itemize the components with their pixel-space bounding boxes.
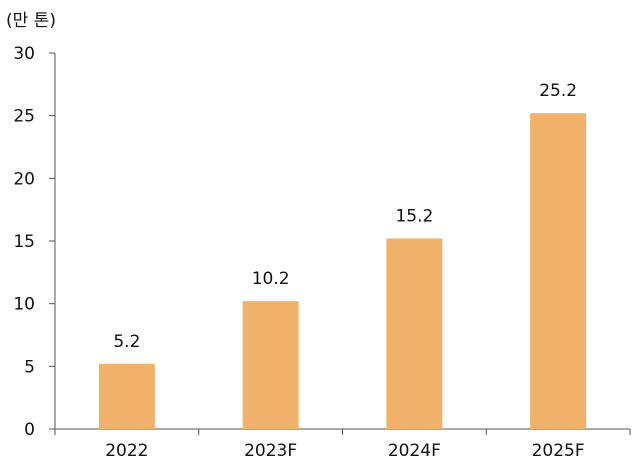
- bar-2024F: [386, 238, 443, 429]
- x-tick-label: 2024F: [388, 441, 441, 461]
- x-tick-label: 2025F: [532, 441, 585, 461]
- y-tick-label: 5: [24, 357, 35, 377]
- y-axis-unit-label: (만 톤): [6, 11, 56, 31]
- x-tick-label: 2023F: [244, 441, 297, 461]
- y-tick-label: 10: [13, 295, 35, 315]
- y-tick-label: 20: [13, 169, 35, 189]
- data-label: 25.2: [539, 81, 577, 101]
- x-tick-label: 2022: [105, 441, 148, 461]
- data-label: 15.2: [395, 206, 433, 226]
- data-label: 5.2: [113, 332, 140, 352]
- bar-2022: [98, 363, 155, 429]
- y-tick-label: 25: [13, 107, 35, 127]
- data-label: 10.2: [252, 269, 290, 289]
- bar-2025F: [530, 113, 587, 429]
- bar-2023F: [242, 301, 299, 429]
- y-tick-label: 0: [24, 420, 35, 440]
- y-tick-label: 30: [13, 44, 35, 64]
- y-tick-label: 15: [13, 232, 35, 252]
